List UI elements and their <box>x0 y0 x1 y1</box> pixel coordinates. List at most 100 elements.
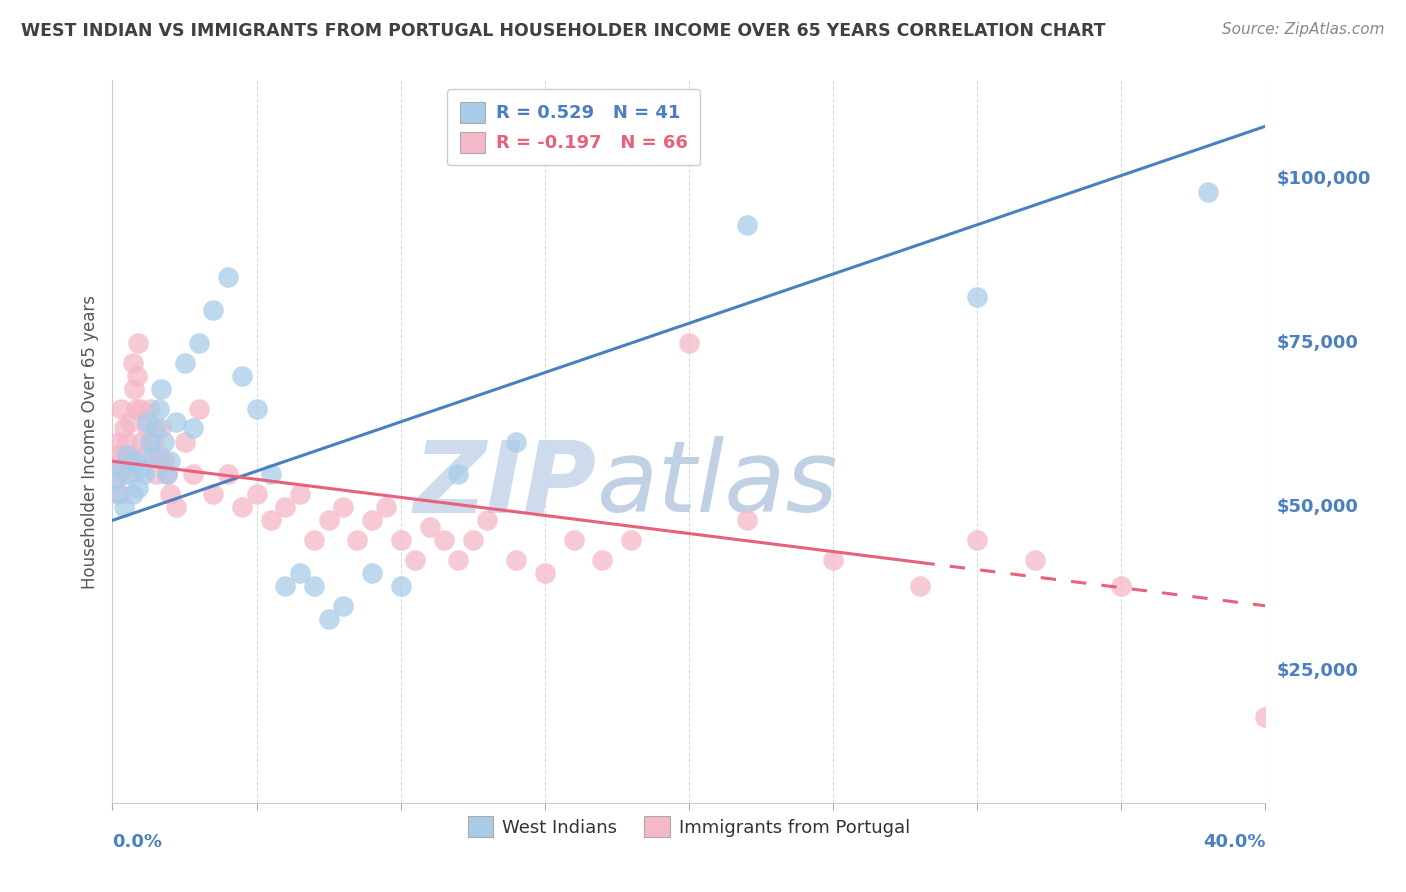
Point <box>534 566 557 580</box>
Point <box>142 434 165 449</box>
Point <box>104 474 127 488</box>
Point <box>231 368 253 383</box>
Text: atlas: atlas <box>596 436 838 533</box>
Point <box>966 533 988 547</box>
Point <box>159 454 181 468</box>
Point <box>104 448 127 462</box>
Point <box>562 533 585 547</box>
Point <box>111 448 134 462</box>
Point <box>134 467 156 482</box>
Point <box>136 415 159 429</box>
Point <box>202 303 225 318</box>
Point <box>148 401 170 416</box>
Point <box>288 566 311 580</box>
Point <box>128 401 150 416</box>
Point <box>217 270 239 285</box>
Text: 0.0%: 0.0% <box>112 833 163 851</box>
Point <box>461 533 484 547</box>
Point <box>181 467 204 482</box>
Point <box>159 487 181 501</box>
Text: Source: ZipAtlas.com: Source: ZipAtlas.com <box>1222 22 1385 37</box>
Point <box>620 533 643 547</box>
Point <box>114 467 136 482</box>
Point <box>129 434 153 449</box>
Point <box>108 487 131 501</box>
Point <box>110 460 132 475</box>
Point <box>389 579 412 593</box>
Legend: West Indians, Immigrants from Portugal: West Indians, Immigrants from Portugal <box>461 809 917 845</box>
Point <box>112 500 135 515</box>
Point <box>361 566 384 580</box>
Point <box>129 460 153 475</box>
Point <box>148 448 170 462</box>
Point <box>288 487 311 501</box>
Point <box>375 500 398 515</box>
Point <box>127 336 149 351</box>
Point <box>165 500 187 515</box>
Point <box>118 467 141 482</box>
Point <box>145 467 167 482</box>
Point <box>389 533 412 547</box>
Y-axis label: Householder Income Over 65 years: Householder Income Over 65 years <box>80 294 98 589</box>
Point <box>121 356 143 370</box>
Point <box>127 481 149 495</box>
Point <box>145 421 167 435</box>
Point <box>122 382 145 396</box>
Point <box>173 434 195 449</box>
Point <box>260 467 283 482</box>
Point <box>735 513 758 527</box>
Point <box>142 448 165 462</box>
Point <box>260 513 283 527</box>
Point <box>433 533 456 547</box>
Point <box>477 513 499 527</box>
Point <box>153 454 176 468</box>
Text: $25,000: $25,000 <box>1277 663 1358 681</box>
Point <box>447 467 470 482</box>
Point <box>202 487 225 501</box>
Point <box>447 553 470 567</box>
Point <box>908 579 931 593</box>
Point <box>678 336 700 351</box>
Point <box>118 415 141 429</box>
Point <box>107 434 129 449</box>
Point <box>1111 579 1133 593</box>
Point <box>231 500 253 515</box>
Point <box>274 579 297 593</box>
Point <box>110 401 132 416</box>
Point <box>346 533 368 547</box>
Point <box>115 448 138 462</box>
Point <box>505 434 527 449</box>
Point <box>115 434 138 449</box>
Point <box>117 454 139 468</box>
Point <box>139 401 162 416</box>
Point <box>1024 553 1046 567</box>
Point <box>139 434 162 449</box>
Point <box>121 487 143 501</box>
Point <box>217 467 239 482</box>
Point <box>1254 710 1277 724</box>
Point <box>188 336 211 351</box>
Point <box>404 553 426 567</box>
Point <box>1197 185 1219 199</box>
Point <box>735 218 758 232</box>
Point <box>318 612 340 626</box>
Point <box>821 553 844 567</box>
Point <box>134 448 156 462</box>
Point <box>173 356 195 370</box>
Point <box>156 467 179 482</box>
Text: $100,000: $100,000 <box>1277 169 1371 188</box>
Text: ZIP: ZIP <box>413 436 596 533</box>
Point <box>150 421 173 435</box>
Text: $75,000: $75,000 <box>1277 334 1358 352</box>
Point <box>124 454 146 468</box>
Point <box>246 487 269 501</box>
Point <box>361 513 384 527</box>
Point <box>124 401 146 416</box>
Point <box>318 513 340 527</box>
Point <box>165 415 187 429</box>
Point <box>332 599 354 613</box>
Point <box>125 368 148 383</box>
Point <box>966 290 988 304</box>
Point <box>419 520 441 534</box>
Point <box>136 421 159 435</box>
